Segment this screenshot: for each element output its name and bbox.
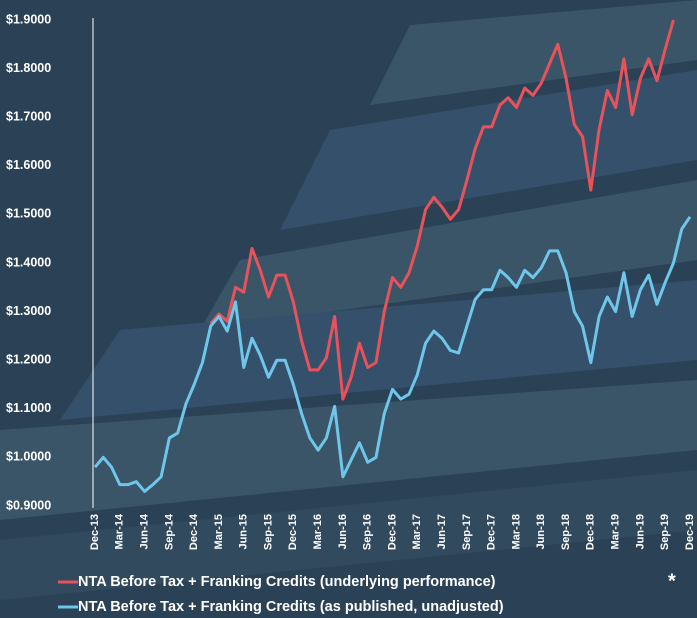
x-tick-label: Mar-16 xyxy=(312,514,324,549)
x-tick-label: Mar-14 xyxy=(114,513,126,549)
legend-label: NTA Before Tax + Franking Credits (as pu… xyxy=(78,599,504,615)
x-tick-label: Sep-16 xyxy=(362,514,374,550)
legend-note: * xyxy=(668,570,676,592)
y-tick-label: $1.4000 xyxy=(6,255,51,269)
y-tick-label: $1.2000 xyxy=(6,352,51,366)
x-tick-label: Mar-15 xyxy=(213,514,225,549)
x-tick-label: Jun-19 xyxy=(634,514,646,549)
x-tick-label: Jun-14 xyxy=(138,513,150,549)
x-tick-label: Sep-14 xyxy=(163,513,175,550)
x-tick-label: Jun-17 xyxy=(436,514,448,549)
x-tick-label: Sep-19 xyxy=(659,514,671,550)
x-tick-label: Mar-18 xyxy=(510,514,522,549)
x-tick-label: Dec-13 xyxy=(89,514,101,550)
x-tick-label: Jun-18 xyxy=(535,514,547,549)
y-tick-label: $1.7000 xyxy=(6,109,51,123)
x-tick-label: Sep-18 xyxy=(560,514,572,550)
y-tick-label: $0.9000 xyxy=(6,498,51,512)
x-tick-label: Sep-17 xyxy=(461,514,473,550)
y-tick-label: $1.1000 xyxy=(6,401,51,415)
y-tick-label: $1.0000 xyxy=(6,450,51,464)
legend-label: NTA Before Tax + Franking Credits (under… xyxy=(78,574,496,590)
x-tick-label: Sep-15 xyxy=(262,514,274,550)
y-tick-label: $1.9000 xyxy=(6,12,51,26)
x-tick-label: Dec-19 xyxy=(684,514,696,550)
x-tick-label: Dec-17 xyxy=(486,514,498,550)
x-tick-label: Dec-14 xyxy=(188,513,200,550)
x-tick-label: Dec-18 xyxy=(585,514,597,550)
x-tick-label: Jun-15 xyxy=(238,514,250,549)
chart: $0.9000 $1.0000 $1.1000 $1.2000 $1.3000 $1.40… xyxy=(0,0,697,618)
x-tick-label: Dec-15 xyxy=(287,514,299,550)
x-tick-label: Jun-16 xyxy=(337,514,349,549)
y-tick-label: $1.6000 xyxy=(6,158,51,172)
y-tick-label: $1.3000 xyxy=(6,304,51,318)
legend: NTA Before Tax + Franking Credits (under… xyxy=(58,570,676,615)
background-stripes xyxy=(0,0,697,600)
y-tick-label: $1.8000 xyxy=(6,61,51,75)
x-tick-label: Mar-17 xyxy=(411,514,423,549)
page: {"chart_data": {"type": "line", "categor… xyxy=(0,0,697,618)
y-tick-label: $1.5000 xyxy=(6,207,51,221)
x-tick-label: Mar-19 xyxy=(610,514,622,549)
x-tick-label: Dec-16 xyxy=(386,514,398,550)
